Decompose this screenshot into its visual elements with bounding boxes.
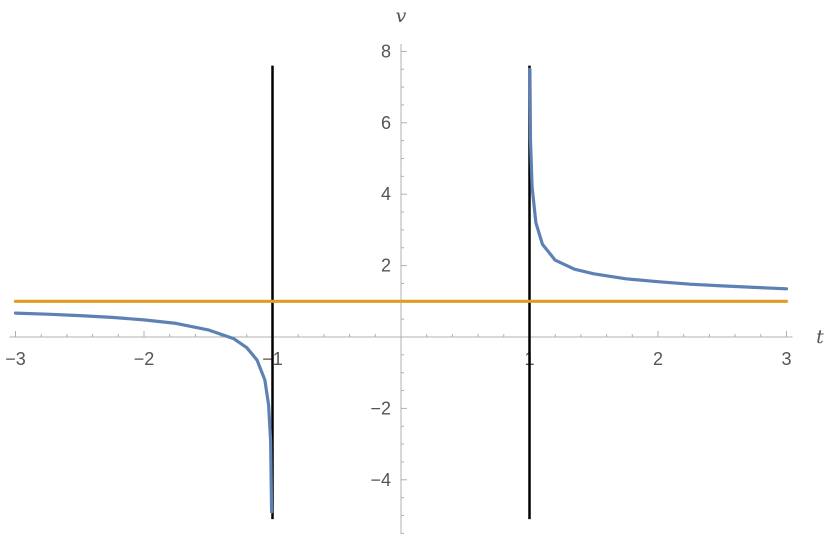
y-tick-label: 6 — [381, 113, 391, 133]
y-tick-label: −4 — [370, 470, 391, 490]
x-tick-label: 3 — [781, 349, 791, 369]
y-tick-label: 8 — [381, 41, 391, 61]
y-tick-label: 4 — [381, 184, 391, 204]
series-line-1 — [13, 311, 274, 514]
x-tick-label: −3 — [5, 349, 26, 369]
x-axis-title: t — [816, 326, 824, 348]
plot-area — [13, 65, 789, 520]
x-tick-label: 2 — [653, 349, 663, 369]
series-line-1 — [528, 67, 789, 291]
y-tick-label: −2 — [370, 398, 391, 418]
y-axis-title: v — [396, 5, 407, 27]
x-tick-label: −2 — [134, 349, 155, 369]
y-tick-label: 2 — [381, 256, 391, 276]
